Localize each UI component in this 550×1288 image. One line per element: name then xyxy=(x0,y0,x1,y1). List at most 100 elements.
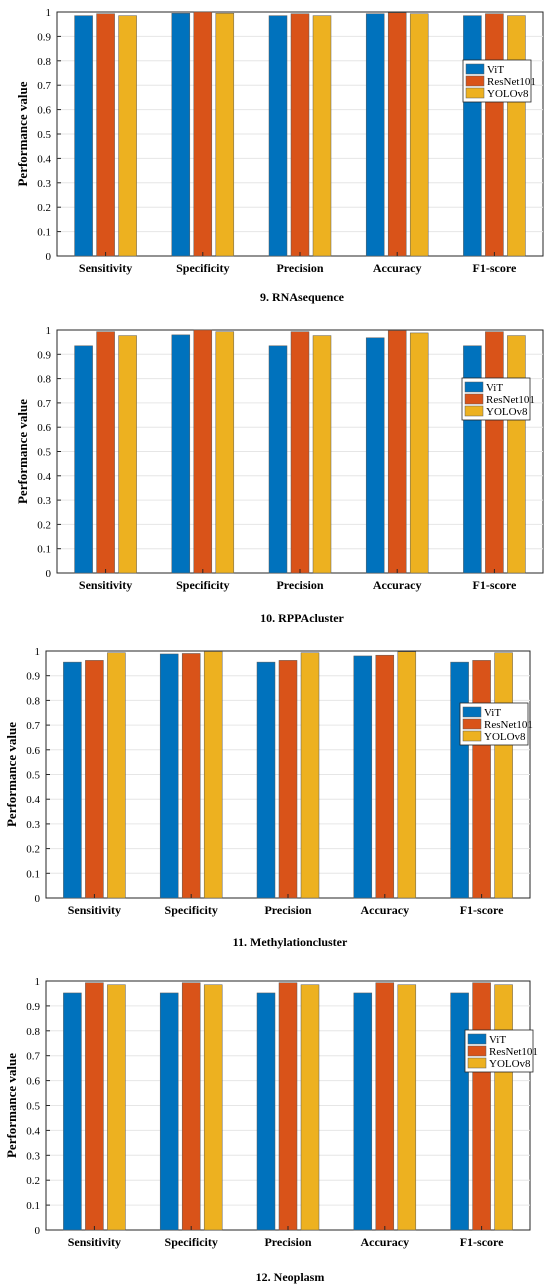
y-tick-label: 0.8 xyxy=(26,695,40,707)
bar-yolov8-accuracy xyxy=(409,13,429,257)
x-category-label: Sensitivity xyxy=(68,903,121,917)
y-tick-label: 0.4 xyxy=(26,794,40,806)
bar-yolov8-precision xyxy=(312,335,332,574)
bar-yolov8-f1-score xyxy=(507,335,526,574)
y-axis-label: Performance value xyxy=(15,399,30,504)
y-tick-label: 0.7 xyxy=(37,398,51,410)
bar-vit-f1-score xyxy=(450,661,469,899)
y-tick-label: 0.1 xyxy=(26,868,40,880)
y-tick-label: 0.4 xyxy=(37,471,51,483)
x-category-label: F1-score xyxy=(473,578,517,592)
legend-label: YOLOv8 xyxy=(486,406,528,418)
bar-vit-precision xyxy=(268,345,288,574)
x-category-label: Accuracy xyxy=(373,578,422,592)
bar-vit-sensitivity xyxy=(74,15,93,257)
legend-label: ResNet101 xyxy=(487,76,536,88)
bar-yolov8-sensitivity xyxy=(107,984,126,1231)
chart-caption: 11. Methylationcluster xyxy=(233,935,348,949)
bar-resnet101-accuracy xyxy=(375,654,395,899)
x-category-label: Sensitivity xyxy=(68,1235,121,1249)
bar-resnet101-f1-score xyxy=(472,660,491,899)
chart-caption: 12. Neoplasm xyxy=(256,1270,325,1284)
y-axis-label: Performance value xyxy=(4,1053,19,1158)
y-axis-label: Performance value xyxy=(4,722,19,827)
y-tick-label: 0.6 xyxy=(37,105,51,117)
bar-resnet101-sensitivity xyxy=(85,982,104,1231)
legend-swatch-resnet101 xyxy=(462,718,482,730)
y-tick-label: 0 xyxy=(46,251,52,263)
x-category-label: Specificity xyxy=(165,1235,218,1249)
legend-label: ResNet101 xyxy=(484,719,533,731)
legend-swatch-yolov8 xyxy=(464,405,484,417)
y-tick-label: 0.5 xyxy=(37,447,51,459)
legend-swatch-yolov8 xyxy=(462,730,482,742)
bar-vit-specificity xyxy=(171,334,191,574)
y-tick-label: 0.2 xyxy=(37,519,51,531)
x-category-label: F1-score xyxy=(473,261,517,275)
bar-resnet101-sensitivity xyxy=(85,660,104,899)
bar-resnet101-precision xyxy=(290,13,310,257)
chart-panel-neoplasm: 0 0.1 0.2 0.3 0.4 0.5 0.6 0.7 0.8 0.9 1 Sensitivity… xyxy=(4,976,538,1284)
bar-yolov8-specificity xyxy=(203,984,223,1231)
bar-yolov8-precision xyxy=(312,15,332,257)
bar-yolov8-accuracy xyxy=(409,332,429,574)
bar-yolov8-f1-score xyxy=(494,984,513,1231)
bar-yolov8-sensitivity xyxy=(118,335,137,574)
legend-label: ResNet101 xyxy=(489,1046,538,1058)
bar-resnet101-f1-score xyxy=(485,331,504,574)
y-tick-label: 0.8 xyxy=(26,1026,40,1038)
bar-vit-sensitivity xyxy=(74,345,93,574)
y-tick-label: 0.3 xyxy=(26,819,40,831)
y-tick-label: 0 xyxy=(35,1225,41,1237)
y-tick-label: 0.2 xyxy=(26,1175,40,1187)
bar-vit-f1-score xyxy=(463,15,482,257)
bar-vit-sensitivity xyxy=(63,661,82,899)
bar-yolov8-specificity xyxy=(215,12,235,257)
y-tick-label: 0.6 xyxy=(26,745,40,757)
bar-yolov8-accuracy xyxy=(397,984,417,1231)
legend-swatch-yolov8 xyxy=(467,1057,487,1069)
bar-vit-accuracy xyxy=(365,337,385,574)
x-category-label: Sensitivity xyxy=(79,578,132,592)
legend-label: YOLOv8 xyxy=(489,1058,531,1070)
y-tick-label: 0.9 xyxy=(37,349,51,361)
legend-swatch-resnet101 xyxy=(467,1045,487,1057)
bar-yolov8-precision xyxy=(300,652,320,899)
x-category-label: Precision xyxy=(264,1235,311,1249)
y-tick-label: 0.4 xyxy=(26,1125,40,1137)
bar-resnet101-specificity xyxy=(181,653,201,899)
bar-yolov8-sensitivity xyxy=(118,15,137,257)
y-tick-label: 0.5 xyxy=(26,1101,40,1113)
chart-panel-rppacluster: 0 0.1 0.2 0.3 0.4 0.5 0.6 0.7 0.8 0.9 1 Sensitivity… xyxy=(15,325,544,625)
legend-swatch-vit xyxy=(464,381,484,393)
bar-vit-precision xyxy=(268,15,288,257)
y-tick-label: 0.3 xyxy=(26,1150,40,1162)
legend-label: ViT xyxy=(486,382,503,394)
legend-label: YOLOv8 xyxy=(484,731,526,743)
y-tick-label: 0.9 xyxy=(26,671,40,683)
y-tick-label: 0.2 xyxy=(26,844,40,856)
bar-resnet101-accuracy xyxy=(387,330,407,574)
y-tick-label: 1 xyxy=(46,7,52,19)
legend-label: ResNet101 xyxy=(486,394,535,406)
chart-panel-rnasequence: 0 0.1 0.2 0.3 0.4 0.5 0.6 0.7 0.8 0.9 1 Sensitivity… xyxy=(15,7,544,304)
y-tick-label: 0.9 xyxy=(37,31,51,43)
bar-resnet101-specificity xyxy=(193,329,213,574)
y-tick-label: 0.1 xyxy=(37,544,51,556)
x-category-label: F1-score xyxy=(460,1235,504,1249)
bar-vit-precision xyxy=(256,661,276,899)
y-tick-label: 0 xyxy=(46,568,52,580)
bar-resnet101-precision xyxy=(290,331,310,574)
x-category-label: Accuracy xyxy=(360,1235,409,1249)
legend-swatch-vit xyxy=(467,1033,487,1045)
bar-yolov8-precision xyxy=(300,984,320,1231)
y-axis-label: Performance value xyxy=(15,81,30,186)
y-tick-label: 0.2 xyxy=(37,202,51,214)
y-tick-label: 0.5 xyxy=(26,770,40,782)
x-category-label: Precision xyxy=(264,903,311,917)
chart-panel-methylationcluster: 0 0.1 0.2 0.3 0.4 0.5 0.6 0.7 0.8 0.9 1 Sensitivity… xyxy=(4,646,533,949)
